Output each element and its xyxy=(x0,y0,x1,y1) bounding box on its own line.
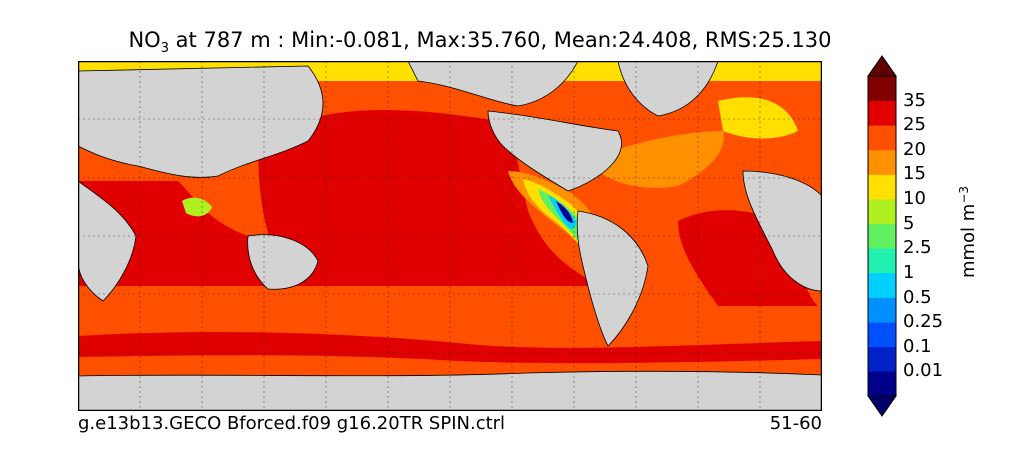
chart-title: NO3 at 787 m : Min:-0.081, Max:35.760, M… xyxy=(0,28,960,56)
colorbar-segment xyxy=(868,322,896,348)
colorbar-over-arrow xyxy=(867,55,897,77)
land-africa-east xyxy=(742,170,822,292)
colorbar-tick-label: 35 xyxy=(903,89,926,111)
colorbar-segment xyxy=(868,297,896,323)
ocean-map xyxy=(78,61,822,411)
title-variable: NO xyxy=(128,28,161,52)
colorbar-segment xyxy=(868,272,896,298)
colorbar-segment xyxy=(868,346,896,372)
colorbar-label-superscript: −3 xyxy=(957,185,971,204)
land-north-america xyxy=(487,110,622,192)
title-subscript: 3 xyxy=(160,41,169,56)
colorbar-tick-label: 15 xyxy=(903,163,926,185)
colorbar-segment xyxy=(868,248,896,274)
land-arctic xyxy=(407,61,579,107)
colorbar-tick-label: 10 xyxy=(903,188,926,210)
colorbar-segment xyxy=(868,174,896,200)
indian-red-region xyxy=(78,181,288,286)
colorbar-segment xyxy=(868,125,896,151)
colorbar-segment xyxy=(868,199,896,224)
land-eurasia xyxy=(78,65,324,178)
land-greenland xyxy=(617,61,719,117)
colorbar-tick-label: 1 xyxy=(903,261,915,283)
footer-run-name: g.e13b13.GECO Bforced.f09 g16.20TR SPIN.… xyxy=(78,413,506,434)
colorbar-frame xyxy=(867,75,897,397)
title-rest: at 787 m : Min:-0.081, Max:35.760, Mean:… xyxy=(169,28,832,52)
colorbar-label: mmol m−3 xyxy=(957,186,979,278)
colorbar-tick-label: 0.1 xyxy=(903,335,932,357)
indonesia-patch xyxy=(182,197,212,217)
colorbar-tick-label: 5 xyxy=(903,212,915,234)
footer-years: 51-60 xyxy=(769,413,822,434)
colorbar-tick-label: 0.25 xyxy=(903,311,944,333)
colorbar-segment xyxy=(868,76,896,101)
colorbar-segment xyxy=(868,223,896,249)
map-frame xyxy=(78,61,822,411)
peru-tongue-core xyxy=(556,201,573,223)
colorbar-segment xyxy=(868,371,896,397)
land-africa xyxy=(78,180,137,302)
grid-lines xyxy=(78,61,822,411)
colorbar-under-arrow xyxy=(867,395,897,417)
colorbar-label-text: mmol m xyxy=(958,203,979,279)
colorbar-segment xyxy=(868,149,896,175)
colorbar-tick-label: 0.5 xyxy=(903,286,932,308)
colorbar-segment xyxy=(868,100,896,126)
colorbar-tick-label: 2.5 xyxy=(903,237,932,259)
land-south-america xyxy=(576,210,649,347)
land-australia xyxy=(247,234,319,290)
colorbar-tick-label: 25 xyxy=(903,114,926,136)
colorbar-tick-label: 20 xyxy=(903,138,926,160)
north-atlantic-yellow xyxy=(718,97,798,139)
colorbar-tick-label: 0.01 xyxy=(903,360,944,382)
colorbar xyxy=(867,55,897,417)
north-atlantic-orange xyxy=(598,131,724,188)
